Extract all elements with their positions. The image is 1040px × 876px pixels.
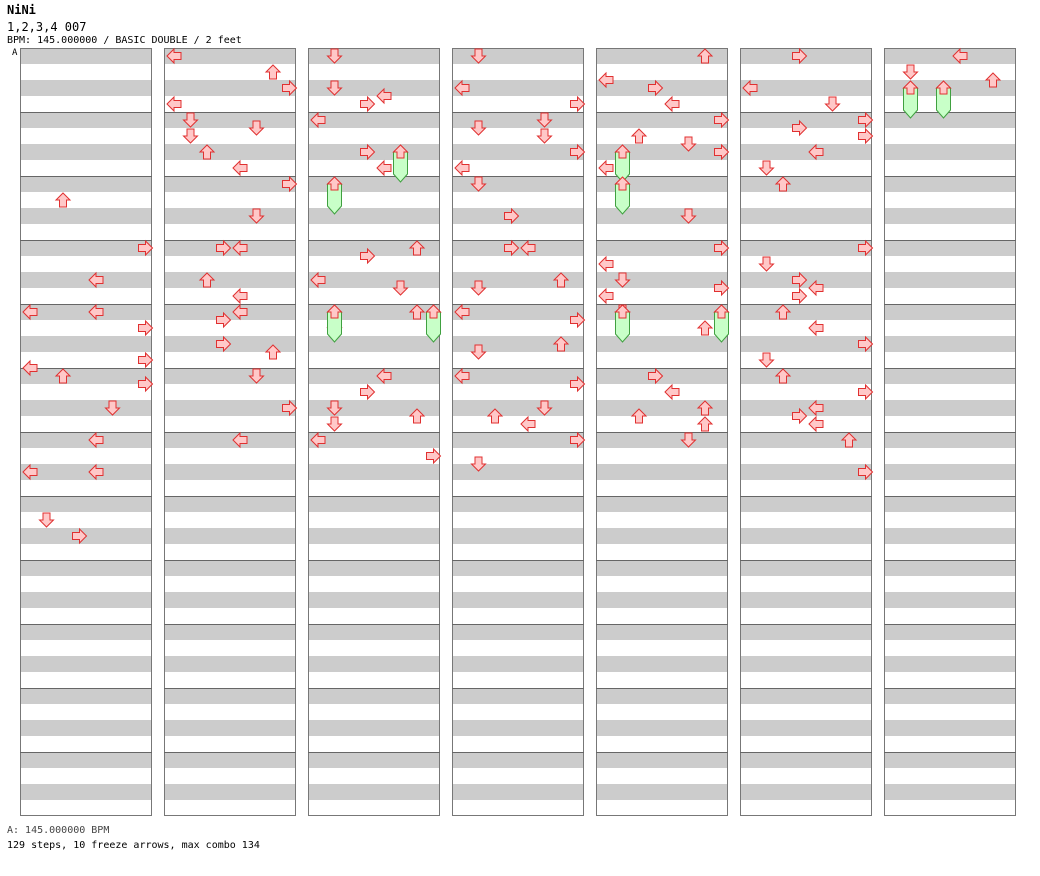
measure-line [740,176,872,177]
song-subtitle: 1,2,3,4 007 [7,20,87,34]
measure-line [740,240,872,241]
measure-line [740,304,872,305]
measure-line [452,688,584,689]
measure-line [596,624,728,625]
measure-line [20,560,152,561]
measure-line [164,112,296,113]
chart-column-6 [740,48,872,816]
measure-line [596,560,728,561]
measure-line [452,752,584,753]
measure-line [884,112,1016,113]
measure-line [452,368,584,369]
measure-line [884,496,1016,497]
measure-line [740,560,872,561]
measure-line [20,112,152,113]
measure-line [884,752,1016,753]
measure-line [20,752,152,753]
measure-line [164,496,296,497]
measure-line [596,688,728,689]
measure-line [20,240,152,241]
measure-line [740,688,872,689]
measure-line [884,688,1016,689]
measure-line [308,496,440,497]
measure-line [884,176,1016,177]
measure-line [308,688,440,689]
measure-line [20,432,152,433]
measure-line [884,624,1016,625]
measure-line [884,240,1016,241]
measure-line [164,176,296,177]
measure-line [740,432,872,433]
step-stats: 129 steps, 10 freeze arrows, max combo 1… [7,840,260,851]
measure-line [452,176,584,177]
bpm-summary: A: 145.000000 BPM [7,825,110,836]
measure-line [884,560,1016,561]
measure-line [596,304,728,305]
measure-line [20,688,152,689]
chart-column-2 [164,48,296,816]
measure-line [740,112,872,113]
measure-line [740,368,872,369]
measure-line [452,624,584,625]
measure-line [164,240,296,241]
measure-line [308,304,440,305]
measure-line [452,496,584,497]
chart-column-7 [884,48,1016,816]
measure-line [164,624,296,625]
measure-line [20,176,152,177]
measure-line [308,560,440,561]
measure-line [596,240,728,241]
measure-line [164,432,296,433]
measure-line [596,368,728,369]
measure-line [308,432,440,433]
measure-line [164,368,296,369]
bpm-marker-label: A [12,48,18,58]
measure-line [308,752,440,753]
measure-line [164,688,296,689]
measure-line [596,432,728,433]
chart-column-4 [452,48,584,816]
chart-column-3 [308,48,440,816]
measure-line [452,560,584,561]
chart-column-5 [596,48,728,816]
chart-column-1 [20,48,152,816]
measure-line [452,304,584,305]
measure-line [20,496,152,497]
song-title: NiNi [7,3,36,17]
measure-line [884,432,1016,433]
measure-line [740,496,872,497]
measure-line [884,368,1016,369]
measure-line [308,240,440,241]
measure-line [452,112,584,113]
chart-info: BPM: 145.000000 / BASIC DOUBLE / 2 feet [7,35,242,46]
measure-line [596,176,728,177]
measure-line [452,240,584,241]
measure-line [308,112,440,113]
measure-line [596,496,728,497]
measure-line [20,368,152,369]
measure-line [308,176,440,177]
measure-line [452,432,584,433]
measure-line [20,304,152,305]
measure-line [20,624,152,625]
measure-line [740,752,872,753]
measure-line [740,624,872,625]
measure-line [884,304,1016,305]
measure-line [164,304,296,305]
measure-line [308,368,440,369]
measure-line [164,752,296,753]
measure-line [164,560,296,561]
measure-line [596,112,728,113]
measure-line [308,624,440,625]
measure-line [596,752,728,753]
